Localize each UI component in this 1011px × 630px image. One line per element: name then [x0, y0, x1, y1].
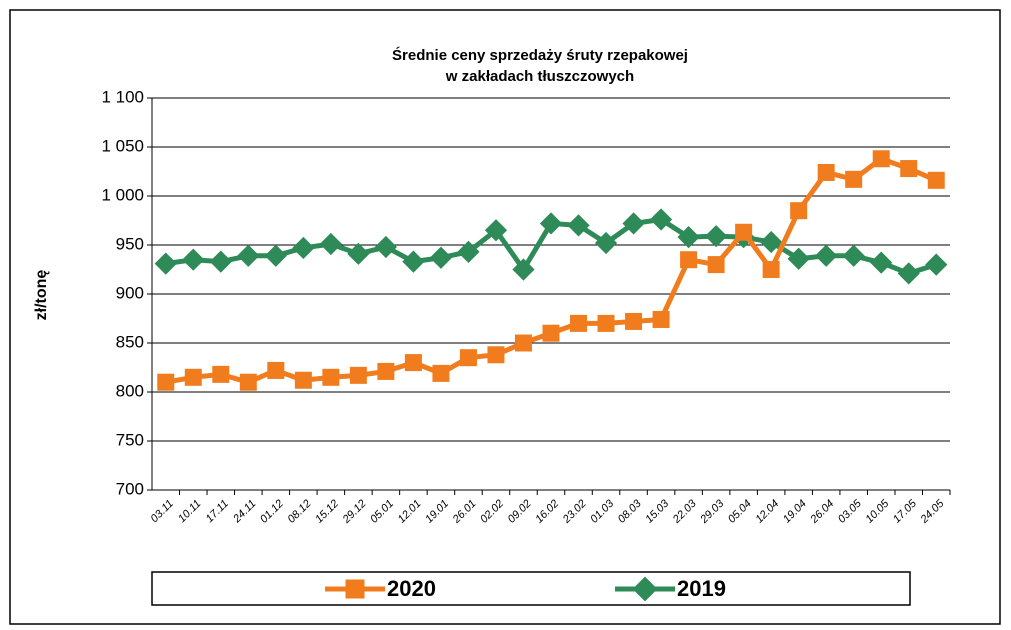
data-point — [184, 368, 202, 386]
data-point — [349, 366, 367, 384]
data-point — [154, 252, 177, 275]
data-point — [927, 171, 945, 189]
y-tick-label: 1 000 — [101, 185, 144, 204]
data-point — [457, 240, 480, 263]
data-point — [432, 364, 450, 382]
legend-marker — [345, 579, 365, 599]
data-point — [872, 150, 890, 168]
data-point — [292, 236, 315, 260]
data-point — [652, 310, 670, 328]
data-point — [704, 225, 728, 248]
data-point — [402, 250, 425, 273]
data-point — [322, 368, 340, 386]
data-point — [404, 354, 422, 372]
data-point — [237, 244, 260, 267]
data-point — [429, 246, 453, 269]
data-point — [787, 247, 810, 270]
legend-label: 2020 — [387, 576, 436, 601]
data-point — [182, 248, 205, 271]
data-point — [514, 334, 532, 352]
data-point — [762, 261, 780, 278]
chart-title: Średnie ceny sprzedaży śruty rzepakowej — [392, 46, 688, 64]
chart-title: w zakładach tłuszczowych — [445, 68, 634, 85]
data-point — [597, 314, 615, 332]
data-point — [157, 373, 175, 391]
y-tick-label: 700 — [116, 479, 144, 498]
data-point — [267, 361, 285, 379]
data-point — [542, 324, 560, 342]
chart-frame — [9, 9, 1001, 625]
y-tick-label: 850 — [116, 332, 144, 351]
data-point — [622, 212, 645, 235]
data-point — [649, 208, 673, 231]
y-tick-label: 1 100 — [101, 87, 144, 106]
y-tick-label: 800 — [116, 381, 144, 400]
y-tick-label: 900 — [116, 283, 144, 302]
data-point — [209, 250, 232, 273]
data-point — [790, 202, 808, 220]
data-point — [677, 226, 700, 249]
data-point — [264, 244, 287, 267]
data-point — [459, 349, 477, 367]
data-point — [900, 160, 918, 178]
data-point — [294, 371, 312, 389]
data-point — [815, 244, 838, 267]
data-point — [567, 214, 590, 237]
data-point — [845, 170, 863, 188]
data-point — [487, 346, 505, 364]
data-point — [374, 235, 398, 259]
data-point — [707, 256, 725, 274]
data-point — [484, 219, 508, 242]
data-point — [817, 163, 835, 181]
data-point — [319, 232, 342, 256]
legend-box — [151, 571, 911, 606]
data-point — [842, 244, 865, 267]
data-point — [897, 262, 920, 285]
data-point — [594, 231, 618, 255]
y-tick-label: 1 050 — [101, 136, 144, 155]
legend-label: 2019 — [677, 576, 726, 601]
data-point — [347, 242, 370, 265]
data-point — [760, 230, 783, 254]
data-point — [735, 223, 753, 241]
y-axis-label: zł/tonę — [33, 270, 50, 321]
data-point — [680, 251, 698, 269]
data-point — [239, 373, 257, 391]
data-point — [212, 365, 230, 383]
y-tick-label: 750 — [116, 430, 144, 449]
data-point — [539, 212, 563, 235]
y-tick-label: 950 — [116, 234, 144, 253]
data-point — [870, 251, 893, 274]
data-point — [377, 362, 395, 380]
data-point — [625, 312, 643, 330]
data-point — [512, 258, 535, 281]
data-point — [925, 253, 948, 276]
legend-marker — [632, 576, 658, 602]
data-point — [570, 314, 588, 332]
